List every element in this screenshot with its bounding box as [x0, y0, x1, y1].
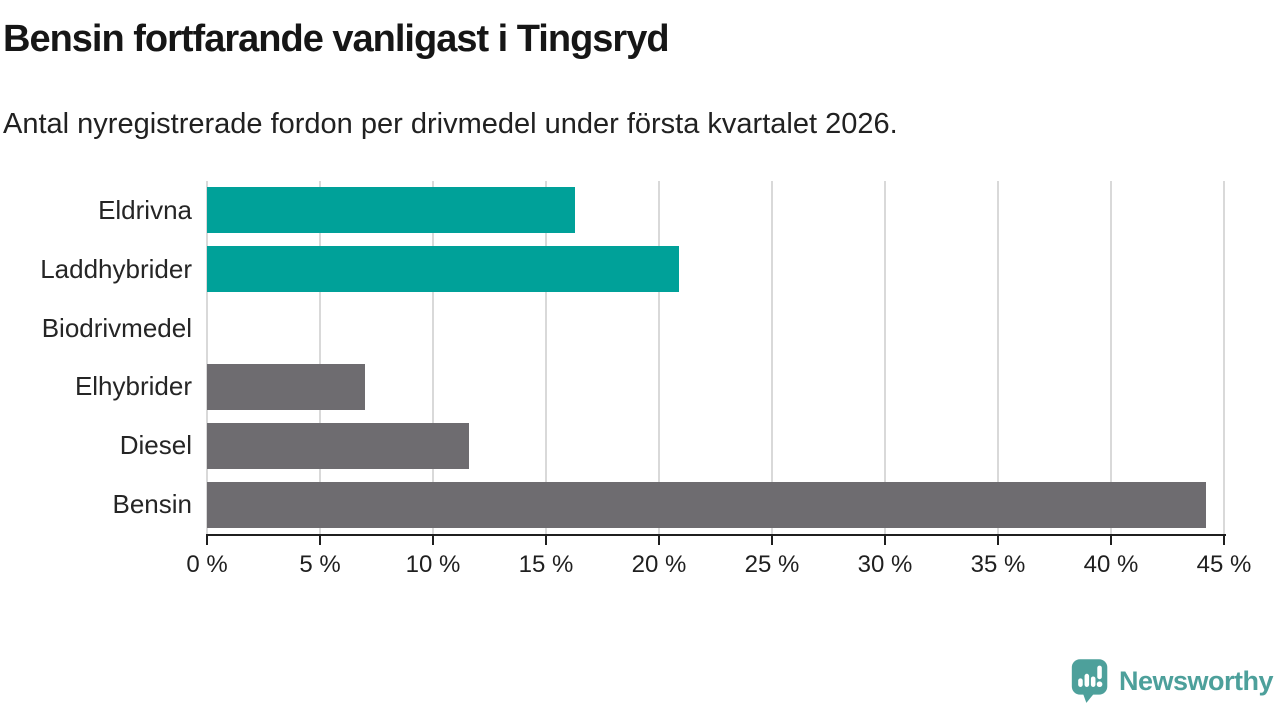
bar-elhybrider: [207, 363, 366, 410]
x-tick-label: 25 %: [744, 551, 800, 578]
gridline: [319, 181, 321, 534]
category-label: Laddhybrider: [40, 253, 192, 284]
x-tick: [771, 534, 773, 545]
gridline: [432, 181, 434, 534]
newsworthy-logo: Newsworthy: [1070, 658, 1274, 705]
gridline: [997, 181, 999, 534]
x-tick: [1223, 534, 1225, 545]
x-tick: [545, 534, 547, 545]
bar-laddhybrider: [207, 246, 680, 293]
x-tick: [997, 534, 999, 545]
gridline: [1110, 181, 1112, 534]
category-label: Eldrivna: [98, 194, 192, 225]
gridline: [658, 181, 660, 534]
bar-chart-plot-area: 0 % 5 % 10 % 15 % 20 % 25 % 30 % 35 % 40 % 45 %: [186, 181, 1251, 578]
chart-subtitle: Antal nyregistrerade fordon per drivmede…: [3, 108, 898, 140]
x-tick: [884, 534, 886, 545]
x-tick-label: 5 %: [299, 551, 341, 578]
category-label: Elhybrider: [74, 371, 192, 402]
category-label: Biodrivmedel: [41, 312, 192, 343]
x-tick-label: 10 %: [405, 551, 461, 578]
x-tick-label: 40 %: [1083, 551, 1139, 578]
category-label: Diesel: [119, 430, 192, 461]
gridline: [884, 181, 886, 534]
gridline: [545, 181, 547, 534]
x-tick: [1110, 534, 1112, 545]
x-tick-label: 45 %: [1196, 551, 1252, 578]
x-tick-label: 30 %: [857, 551, 913, 578]
bar-bensin: [207, 481, 1206, 528]
newsworthy-bubble-chart-icon: [1071, 659, 1108, 703]
x-tick-label: 35 %: [970, 551, 1026, 578]
x-tick-label: 0 %: [186, 551, 228, 578]
x-tick-label: 15 %: [518, 551, 574, 578]
bar-diesel: [207, 422, 470, 469]
newsworthy-wordmark: Newsworthy: [1118, 666, 1274, 696]
bar-eldrivna: [207, 187, 576, 234]
x-tick: [432, 534, 434, 545]
x-tick: [658, 534, 660, 545]
gridline: [206, 181, 208, 534]
x-tick: [206, 534, 208, 545]
chart-title: Bensin fortfarande vanligast i Tingsryd: [3, 18, 670, 60]
gridline: [771, 181, 773, 534]
category-label: Bensin: [112, 489, 193, 520]
x-tick: [319, 534, 321, 545]
x-tick-label: 20 %: [631, 551, 687, 578]
x-axis-line: [207, 534, 1226, 536]
gridline: [1223, 181, 1225, 534]
